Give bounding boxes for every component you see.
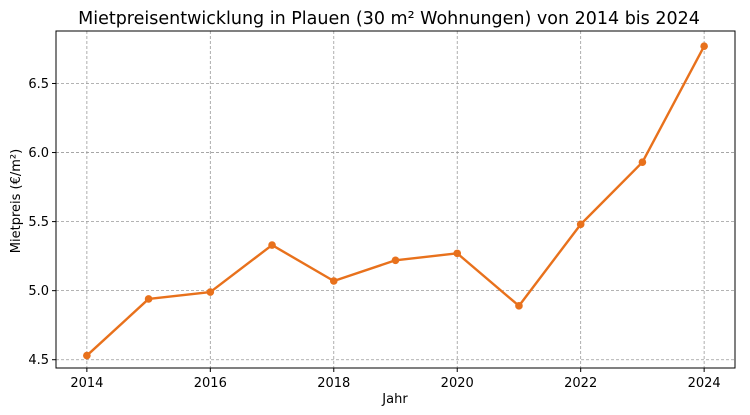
data-point <box>391 256 400 265</box>
data-point <box>268 241 276 249</box>
data-point <box>700 42 708 50</box>
data-point <box>453 249 462 258</box>
x-axis: 2014 2016 2018 2020 2022 2024 <box>70 368 721 391</box>
y-axis: 4.5 5.0 5.5 6.0 6.5 <box>28 77 56 368</box>
y-axis-label: Mietpreis (€/m²) <box>9 149 24 253</box>
x-tick-label: 2014 <box>70 376 103 391</box>
data-point <box>515 302 523 310</box>
data-point <box>638 158 647 167</box>
x-tick-label: 2020 <box>441 376 474 391</box>
x-tick-label: 2022 <box>564 376 597 391</box>
data-point <box>144 295 153 303</box>
x-tick-label: 2024 <box>688 376 721 391</box>
series-layer <box>83 42 708 360</box>
data-point <box>206 288 215 296</box>
data-point <box>83 351 91 360</box>
y-tick-label: 6.5 <box>28 77 49 92</box>
chart-title: Mietpreisentwicklung in Plauen (30 m² Wo… <box>78 9 700 29</box>
data-point <box>329 277 338 285</box>
data-point <box>576 220 585 229</box>
x-axis-label: Jahr <box>381 392 408 407</box>
x-tick-label: 2018 <box>317 376 350 391</box>
grid-lines <box>56 31 735 368</box>
y-tick-label: 5.5 <box>28 215 49 230</box>
y-tick-label: 6.0 <box>28 146 49 161</box>
series-line <box>86 45 706 357</box>
plot-frame <box>55 30 736 369</box>
y-tick-label: 5.0 <box>28 284 49 299</box>
y-tick-label: 4.5 <box>28 353 49 368</box>
x-tick-label: 2016 <box>194 376 227 391</box>
